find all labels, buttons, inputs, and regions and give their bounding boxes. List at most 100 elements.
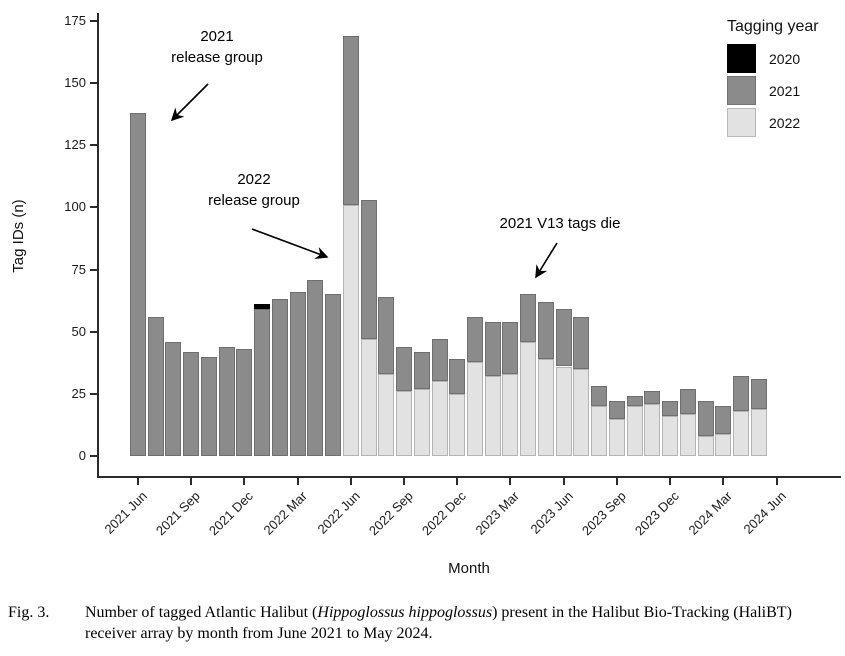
x-tick-mark [615,478,618,485]
bar-segment-2021 [218,346,235,456]
x-tick-mark [669,478,672,485]
bar-segment-2021 [750,378,767,409]
bar-segment-2021 [431,339,448,382]
x-tick-label: 2022 Jun [314,488,363,537]
arrow-v13-tags-die [535,242,558,279]
y-tick-label: 175 [64,13,86,28]
bar-segment-2021 [378,296,395,374]
bar-segment-2022 [573,369,590,456]
x-tick-label: 2021 Dec [206,488,257,539]
bar-segment-2021 [413,351,430,389]
legend-label: 2020 [769,50,801,67]
bar-segment-2022 [413,388,430,456]
bar-segment-2022 [502,373,519,456]
bar-segment-2022 [360,339,377,456]
y-axis-title: Tag IDs (n) [10,199,27,273]
legend-label: 2021 [769,82,801,99]
legend-items: 2020 2021 2022 [727,44,819,137]
x-tick-label: 2024 Jun [739,488,789,537]
y-tick-mark [90,20,97,22]
legend-swatch-2021 [727,76,756,105]
bar-segment-2021 [130,112,146,456]
bar-segment-2021 [626,396,643,407]
bar-segment-2021 [271,299,288,456]
legend-swatch-2020 [727,44,756,73]
legend-item-2021: 2021 [727,76,819,105]
bar-segment-2021 [236,349,253,456]
annotation-2022-release-group: 2022 release group [174,169,334,211]
bar-segment-2021 [484,321,501,377]
y-tick-label: 150 [64,75,86,91]
bar-segment-2022 [520,341,537,456]
annotation-line: 2022 [237,171,271,188]
legend-title: Tagging year [727,18,819,35]
y-tick-label: 25 [71,385,86,401]
bar-segment-2022 [679,413,696,456]
x-tick-mark [403,478,406,485]
y-tick-mark [90,455,97,457]
x-tick-label: 2023 Dec [632,488,683,539]
bar-segment-2022 [697,436,714,456]
x-tick-mark [562,478,565,485]
bar-segment-2022 [715,433,732,456]
bar-segment-2022 [591,406,608,456]
figure-number: Fig. 3. [8,604,50,621]
x-axis-line [97,476,841,478]
bar-segment-2022 [733,411,750,456]
bar-segment-2021 [254,309,271,456]
bar-segment-2021 [200,356,217,456]
bar-segment-2022 [342,204,359,456]
annotation-2021-release-group: 2021 release group [137,26,297,68]
x-tick-label: 2021 Sep [153,488,204,539]
x-tick-label: 2021 Jun [101,488,150,537]
bar-segment-2022 [555,366,572,456]
bar-chart: 0 25 50 75 100 125 150 175 2021 Jun 2021 Sep 2021… [10,13,841,577]
annotation-line: 2021 [200,28,234,45]
legend-label: 2022 [769,114,801,131]
bar-segment-2022 [396,391,413,456]
bar-segment-2022 [378,373,395,456]
bar-segment-2021 [396,346,413,392]
annotation-line: release group [208,192,300,209]
y-axis-line [97,13,99,478]
caption-text-part: Number of tagged Atlantic Halibut ( [85,604,318,621]
bar-segment-2021 [697,401,714,437]
x-tick-mark [349,478,352,485]
bar-segment-2022 [537,359,554,456]
bar-segment-2020 [254,304,271,310]
x-tick-mark [190,478,193,485]
arrow-2021-release-group [170,83,209,122]
x-tick-mark [509,478,512,485]
bar-segment-2021 [307,279,324,456]
bar-segment-2022 [662,416,679,456]
species-name: Hippoglossus hippoglossus [317,604,493,621]
legend-item-2022: 2022 [727,108,819,137]
x-axis-title: Month [448,560,490,577]
bar-segment-2021 [608,401,625,419]
arrow-2022-release-group [251,228,329,260]
y-tick-mark [90,206,97,209]
figure-caption-text: Number of tagged Atlantic Halibut (Hippo… [85,602,843,644]
annotation-line: 2021 V13 tags die [499,215,621,232]
bar-segment-2021 [342,35,359,205]
bar-segment-2022 [449,393,466,456]
bar-segment-2022 [431,381,448,456]
x-tick-label: 2024 Mar [685,488,736,538]
y-tick-mark [90,268,97,271]
x-tick-mark [775,478,778,485]
annotation-line: release group [171,49,263,66]
bar-segment-2022 [644,403,661,456]
bar-segment-2021 [183,351,200,456]
y-tick-label: 0 [78,448,86,463]
y-tick-label: 50 [71,323,86,339]
y-tick-mark [90,144,97,147]
y-tick-mark [90,82,97,85]
bar-segment-2021 [147,316,164,456]
bar-segment-2021 [679,388,696,414]
bar-segment-2021 [537,301,554,360]
bar-segment-2021 [733,376,750,412]
y-tick-label: 75 [71,261,86,277]
bar-segment-2021 [644,391,661,404]
bar-segment-2021 [520,294,537,342]
bar-segment-2021 [289,291,306,456]
